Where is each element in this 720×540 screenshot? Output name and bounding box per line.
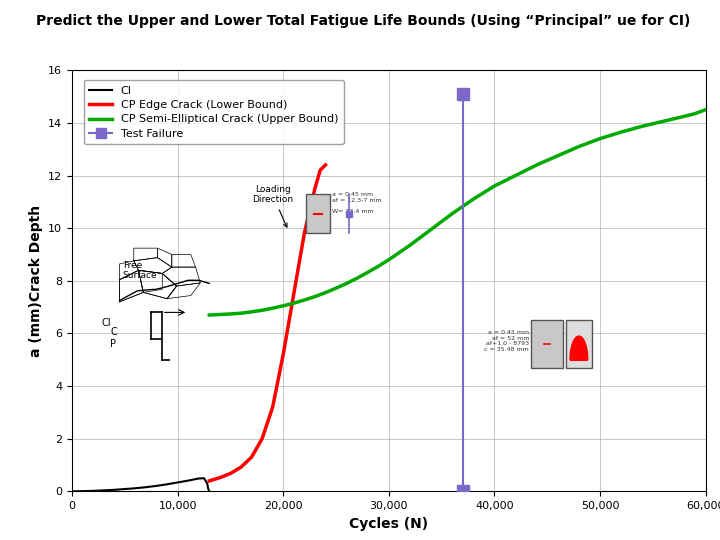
Legend: CI, CP Edge Crack (Lower Bound), CP Semi-Elliptical Crack (Upper Bound), Test Fa: CI, CP Edge Crack (Lower Bound), CP Semi… [84,80,343,144]
FancyBboxPatch shape [531,320,563,368]
Text: Loading
Direction: Loading Direction [252,185,293,227]
Text: a = 0.45 mm
af = 52 mm
af+1.0 - 8793
c = 35.48 mm: a = 0.45 mm af = 52 mm af+1.0 - 8793 c =… [485,330,529,352]
FancyBboxPatch shape [566,320,592,368]
Text: CI: CI [102,318,111,328]
Polygon shape [570,336,588,360]
FancyBboxPatch shape [307,194,330,233]
Y-axis label: a (mm)Crack Depth: a (mm)Crack Depth [29,205,42,357]
Text: Free
Surface: Free Surface [122,261,157,280]
Text: C
P: C P [110,327,117,349]
X-axis label: Cycles (N): Cycles (N) [349,517,428,531]
Text: Predict the Upper and Lower Total Fatigue Life Bounds (Using “Principal” ue for : Predict the Upper and Lower Total Fatigu… [36,14,690,28]
Text: a = 0.45 mm
af = 12.3-7 mm

W= 33.4 mm: a = 0.45 mm af = 12.3-7 mm W= 33.4 mm [332,192,382,214]
